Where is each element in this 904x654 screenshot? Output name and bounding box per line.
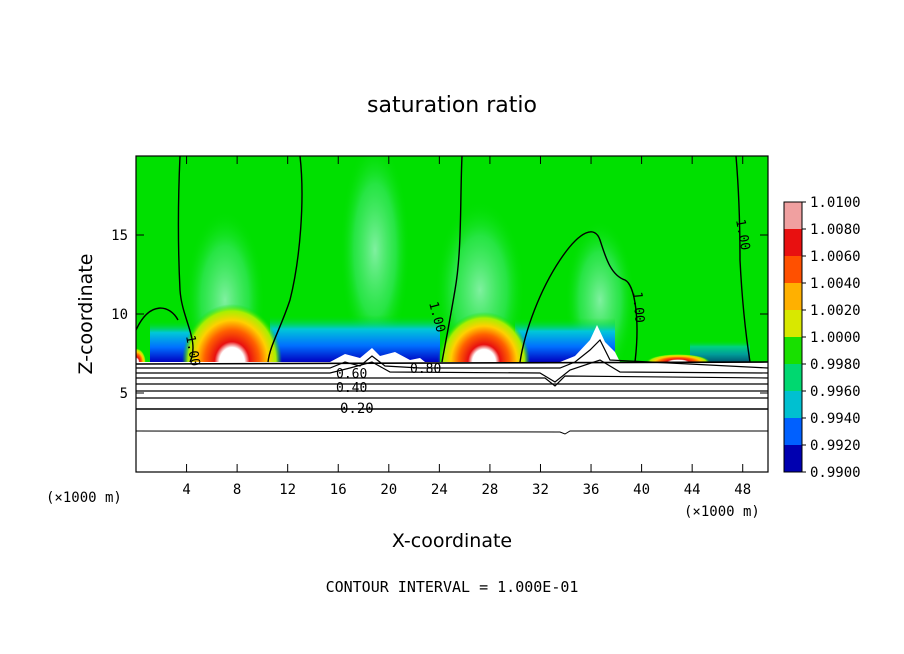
colorbar-label: 0.9900: [810, 465, 861, 481]
colorbar-swatch: [784, 445, 802, 472]
colorbar: 1.0100 1.0080 1.0060 1.0040 1.0020 1.0000 0.99…: [783, 195, 861, 481]
colorbar-label: 1.0000: [810, 330, 861, 346]
x-unit-label-left: (×1000 m): [46, 490, 122, 506]
contour-interval-footer: CONTOUR INTERVAL = 1.000E-01: [326, 578, 579, 596]
x-tick-label: 40: [633, 482, 650, 498]
moist-plume-2: [340, 156, 410, 360]
colorbar-label: 1.0080: [810, 222, 861, 238]
contour-label: 0.60: [336, 367, 367, 382]
colorbar-swatch: [784, 418, 802, 445]
x-tick-label: 24: [431, 482, 448, 498]
colorbar-label: 0.9920: [810, 438, 861, 454]
colorbar-label: 1.0100: [810, 195, 861, 211]
x-tick-label: 4: [182, 482, 190, 498]
colorbar-label: 0.9980: [810, 357, 861, 373]
x-tick-label: 32: [532, 482, 549, 498]
colorbar-label: 0.9940: [810, 411, 861, 427]
chart-title: saturation ratio: [367, 93, 537, 118]
contour-label: 1.00: [732, 218, 752, 251]
y-axis-ticks: 5 10 15: [111, 228, 768, 402]
contour-label: 1.00: [629, 291, 647, 324]
terrain-bump-2: [560, 325, 620, 362]
plot-area: 1.00 1.00 1.00 1.00 0.80 0.60 0.40 0.20: [136, 156, 768, 472]
y-axis-label: Z-coordinate: [75, 254, 97, 375]
contour-label: 0.20: [340, 401, 374, 417]
y-tick-label: 10: [111, 307, 128, 323]
x-tick-label: 8: [233, 482, 241, 498]
colorbar-swatch: [784, 256, 802, 283]
x-axis-ticks: 4 8 12 16 20 24 28 32 36 40 44 48: [182, 156, 751, 498]
x-tick-label: 28: [481, 482, 498, 498]
x-tick-label: 12: [279, 482, 296, 498]
colorbar-swatch: [784, 337, 802, 364]
colorbar-swatch: [784, 391, 802, 418]
contour-label: 0.40: [336, 381, 367, 396]
contour-lines-lower: [136, 338, 768, 435]
x-tick-label: 16: [330, 482, 347, 498]
dry-band-2: [270, 315, 440, 362]
colorbar-label: 1.0020: [810, 303, 861, 319]
x-tick-label: 20: [380, 482, 397, 498]
x-axis-label: X-coordinate: [392, 530, 512, 552]
x-unit-label-right: (×1000 m): [684, 504, 760, 520]
x-tick-label: 48: [734, 482, 751, 498]
y-tick-label: 5: [120, 386, 128, 402]
colorbar-label: 1.0040: [810, 276, 861, 292]
colorbar-swatch: [784, 202, 802, 229]
x-tick-label: 44: [684, 482, 701, 498]
contour-label: 0.80: [410, 362, 441, 377]
lower-subsaturated-region: [136, 362, 768, 472]
x-tick-label: 36: [583, 482, 600, 498]
colorbar-swatch: [784, 310, 802, 337]
colorbar-label: 1.0060: [810, 249, 861, 265]
colorbar-swatch: [784, 364, 802, 391]
contour-label: 1.00: [182, 334, 202, 367]
colorbar-label: 0.9960: [810, 384, 861, 400]
y-tick-label: 15: [111, 228, 128, 244]
dry-band-4: [690, 340, 750, 362]
colorbar-swatch: [784, 229, 802, 256]
contour-lines-1.00: [136, 156, 751, 363]
colorbar-swatch: [784, 283, 802, 310]
terrain-bump-1: [330, 348, 425, 362]
